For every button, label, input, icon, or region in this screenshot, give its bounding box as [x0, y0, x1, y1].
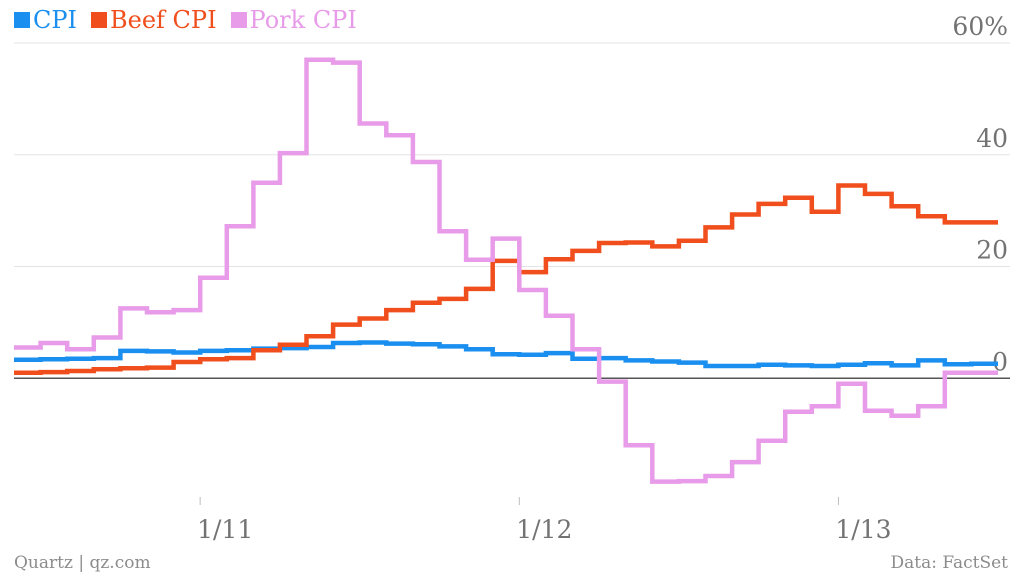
y-axis-ticks: 0 20 40 60%	[952, 12, 1008, 376]
series-lines	[14, 57, 998, 484]
legend: CPI Beef CPI Pork CPI	[14, 6, 357, 34]
series-line-beef-cpi	[14, 183, 998, 375]
legend-item-pork-cpi[interactable]: Pork CPI	[230, 6, 357, 34]
legend-item-cpi[interactable]: CPI	[14, 6, 77, 34]
y-tick-label: 20	[976, 236, 1008, 265]
y-tick-label: 40	[976, 124, 1008, 153]
series-line-cpi	[14, 340, 998, 369]
legend-swatch-beef-cpi	[91, 12, 107, 28]
legend-swatch-pork-cpi	[230, 12, 247, 28]
legend-label-beef-cpi: Beef CPI	[110, 6, 217, 34]
legend-label-pork-cpi: Pork CPI	[249, 6, 357, 34]
data-source: Data: FactSet	[890, 553, 1008, 573]
x-tick-label: 1/13	[835, 515, 891, 544]
y-tick-label: 60%	[952, 12, 1008, 41]
source-credit: Quartz | qz.com	[14, 553, 151, 573]
legend-label-cpi: CPI	[33, 6, 77, 34]
gridlines	[14, 42, 1010, 379]
y-tick-label: 0	[992, 347, 1008, 376]
series-line-pork-cpi	[14, 57, 998, 484]
legend-item-beef-cpi[interactable]: Beef CPI	[91, 6, 217, 34]
x-tick-label: 1/11	[197, 515, 253, 544]
x-axis-ticks: 1/11 1/12 1/13	[197, 497, 892, 544]
x-tick-label: 1/12	[516, 515, 572, 544]
legend-swatch-cpi	[14, 12, 30, 28]
